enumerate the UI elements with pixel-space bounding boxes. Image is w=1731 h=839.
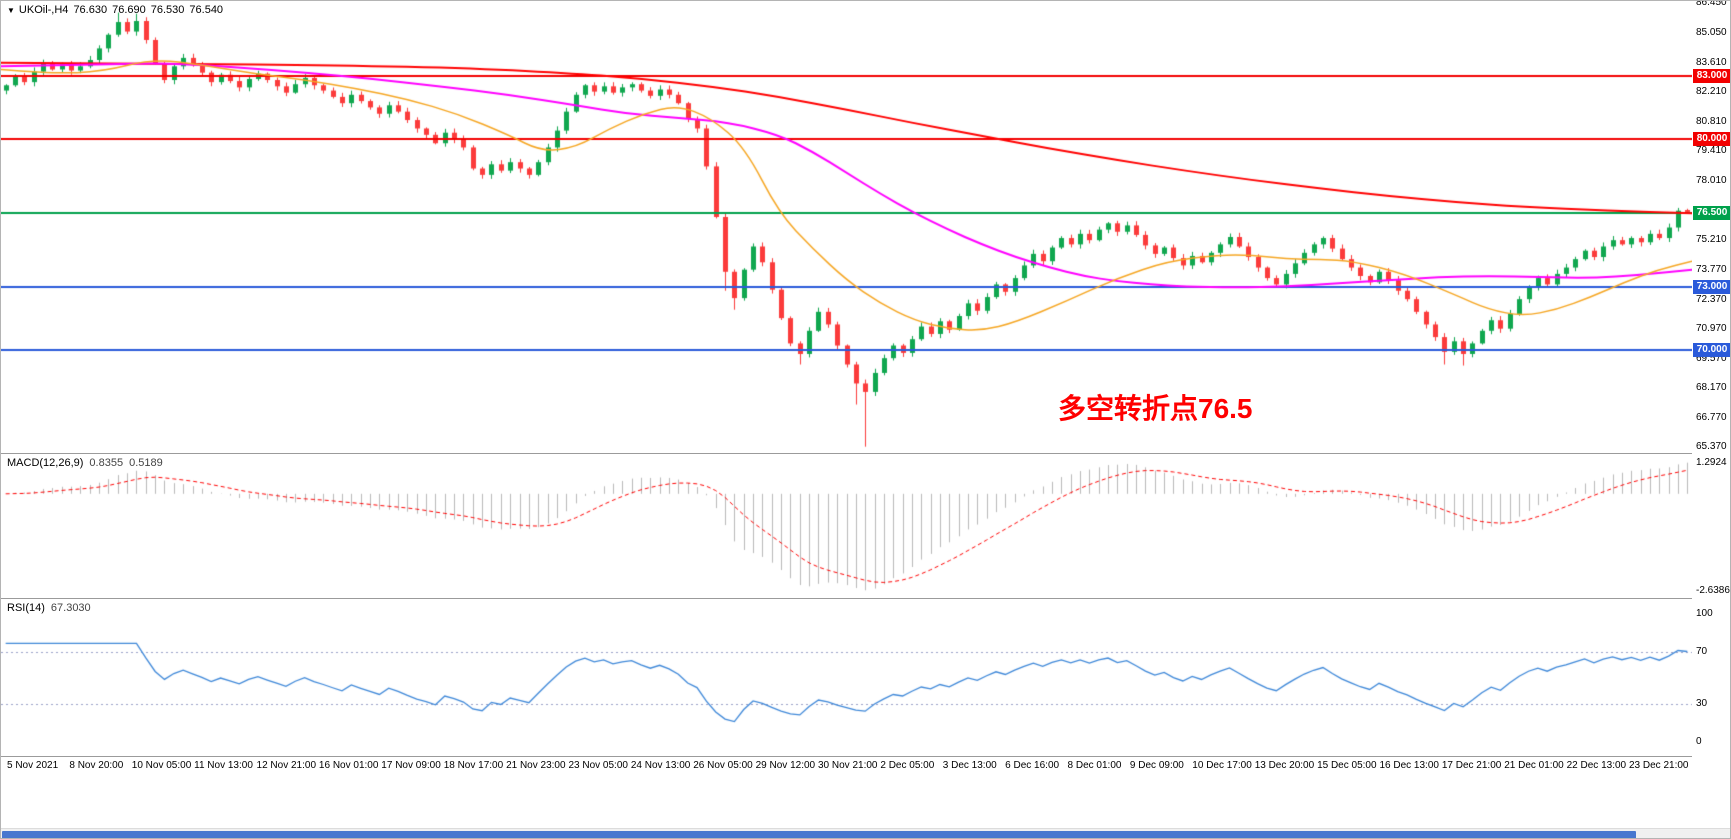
time-axis-label: 29 Nov 12:00 xyxy=(755,760,816,771)
price-tick-label: 83.610 xyxy=(1696,56,1727,68)
price-tick-label: 68.170 xyxy=(1696,382,1727,394)
time-axis-label: 16 Nov 01:00 xyxy=(318,760,379,771)
chart-symbol-timeframe: UKOil-,H4 xyxy=(18,4,69,16)
ohlc-low: 76.530 xyxy=(150,4,185,16)
rsi-axis-label: 70 xyxy=(1696,646,1708,658)
price-axis[interactable]: 86.450 85.050 83.610 82.210 80.810 79.410 78.0… xyxy=(1692,0,1730,757)
price-tick-label: 66.770 xyxy=(1696,411,1727,423)
price-tick-label: 86.450 xyxy=(1696,0,1727,9)
time-axis-label: 5 Nov 2021 xyxy=(7,760,59,771)
price-badge: 80.000 xyxy=(1693,132,1730,147)
ohlc-open: 76.630 xyxy=(73,4,108,16)
price-tick-label: 82.210 xyxy=(1696,86,1727,98)
time-axis-label: 15 Dec 05:00 xyxy=(1317,760,1377,771)
rsi-label: RSI(14) 67.3030 xyxy=(7,602,97,614)
time-axis-label: 24 Nov 13:00 xyxy=(630,760,691,771)
price-badge: 73.000 xyxy=(1693,279,1730,294)
rsi-axis-label: 0 xyxy=(1696,736,1702,747)
time-axis-label: 18 Nov 17:00 xyxy=(443,760,504,771)
macd-axis-min: -2.6386 xyxy=(1696,585,1730,596)
time-axis[interactable]: 5 Nov 2021 8 Nov 20:00 10 Nov 05:00 11 Nov … xyxy=(1,757,1730,777)
chart-annotation: 多空转折点76.5 xyxy=(1058,393,1253,424)
time-axis-label: 17 Dec 21:00 xyxy=(1441,760,1502,771)
time-axis-label: 8 Dec 01:00 xyxy=(1067,760,1122,771)
scrollbar-thumb[interactable] xyxy=(2,831,1636,838)
macd-canvas[interactable] xyxy=(1,455,1692,598)
pane-separator[interactable] xyxy=(1,598,1730,599)
macd-name: MACD(12,26,9) xyxy=(7,457,84,469)
horizontal-scrollbar[interactable] xyxy=(1,828,1730,838)
rsi-axis-label: 30 xyxy=(1696,697,1708,709)
main-chart-canvas[interactable] xyxy=(1,1,1692,453)
symbol-marker-icon: ▼ xyxy=(7,5,15,15)
price-tick-label: 85.050 xyxy=(1696,26,1727,38)
time-axis-label: 12 Nov 21:00 xyxy=(256,760,317,771)
time-axis-label: 16 Dec 13:00 xyxy=(1379,760,1439,771)
price-tick-label: 79.410 xyxy=(1696,145,1727,157)
time-axis-label: 21 Nov 23:00 xyxy=(506,760,566,771)
ohlc-high: 76.690 xyxy=(112,4,146,16)
macd-axis-max: 1.2924 xyxy=(1696,457,1727,468)
price-tick-label: 72.370 xyxy=(1696,293,1727,305)
price-tick-label: 75.210 xyxy=(1696,233,1727,245)
time-axis-label: 2 Dec 05:00 xyxy=(880,760,935,771)
pane-separator[interactable] xyxy=(1,453,1730,454)
macd-label: MACD(12,26,9) 0.8355 0.5189 xyxy=(7,457,169,469)
time-axis-label: 10 Dec 17:00 xyxy=(1192,760,1252,771)
time-axis-label: 10 Nov 05:00 xyxy=(131,760,192,771)
chart-title: ▼ UKOil-,H4 76.630 76.690 76.530 76.540 xyxy=(7,4,228,16)
rsi-canvas[interactable] xyxy=(1,600,1692,756)
price-tick-label: 80.810 xyxy=(1696,115,1727,127)
pane-separator xyxy=(1,756,1730,757)
price-tick-label: 78.010 xyxy=(1696,174,1727,186)
ohlc-close: 76.540 xyxy=(189,4,224,16)
price-tick-label: 69.570 xyxy=(1696,352,1727,364)
time-axis-label: 3 Dec 13:00 xyxy=(942,760,997,771)
time-axis-label: 21 Dec 01:00 xyxy=(1504,760,1564,771)
time-axis-label: 30 Nov 21:00 xyxy=(818,760,878,771)
time-axis-label: 11 Nov 13:00 xyxy=(194,760,253,771)
time-axis-label: 17 Nov 09:00 xyxy=(381,760,441,771)
price-badge: 70.000 xyxy=(1693,342,1730,357)
macd-signal-value: 0.5189 xyxy=(129,457,163,469)
time-axis-label: 23 Dec 21:00 xyxy=(1629,760,1689,771)
time-axis-label: 13 Dec 20:00 xyxy=(1254,760,1315,771)
time-axis-label: 8 Nov 20:00 xyxy=(69,760,124,771)
price-badge: 76.500 xyxy=(1693,205,1730,220)
price-tick-label: 65.370 xyxy=(1696,441,1727,453)
time-axis-label: 6 Dec 16:00 xyxy=(1005,760,1060,771)
macd-value: 0.8355 xyxy=(89,457,124,469)
rsi-name: RSI(14) xyxy=(7,602,45,614)
rsi-value: 67.3030 xyxy=(50,602,91,614)
time-axis-label: 22 Dec 13:00 xyxy=(1566,760,1627,771)
time-axis-label: 9 Dec 09:00 xyxy=(1129,760,1184,771)
time-axis-label: 26 Nov 05:00 xyxy=(693,760,753,771)
rsi-axis-label: 100 xyxy=(1696,608,1713,619)
price-tick-label: 73.770 xyxy=(1696,264,1727,276)
time-axis-label: 23 Nov 05:00 xyxy=(568,760,628,771)
price-badge: 83.000 xyxy=(1693,68,1730,83)
price-tick-label: 70.970 xyxy=(1696,323,1727,335)
